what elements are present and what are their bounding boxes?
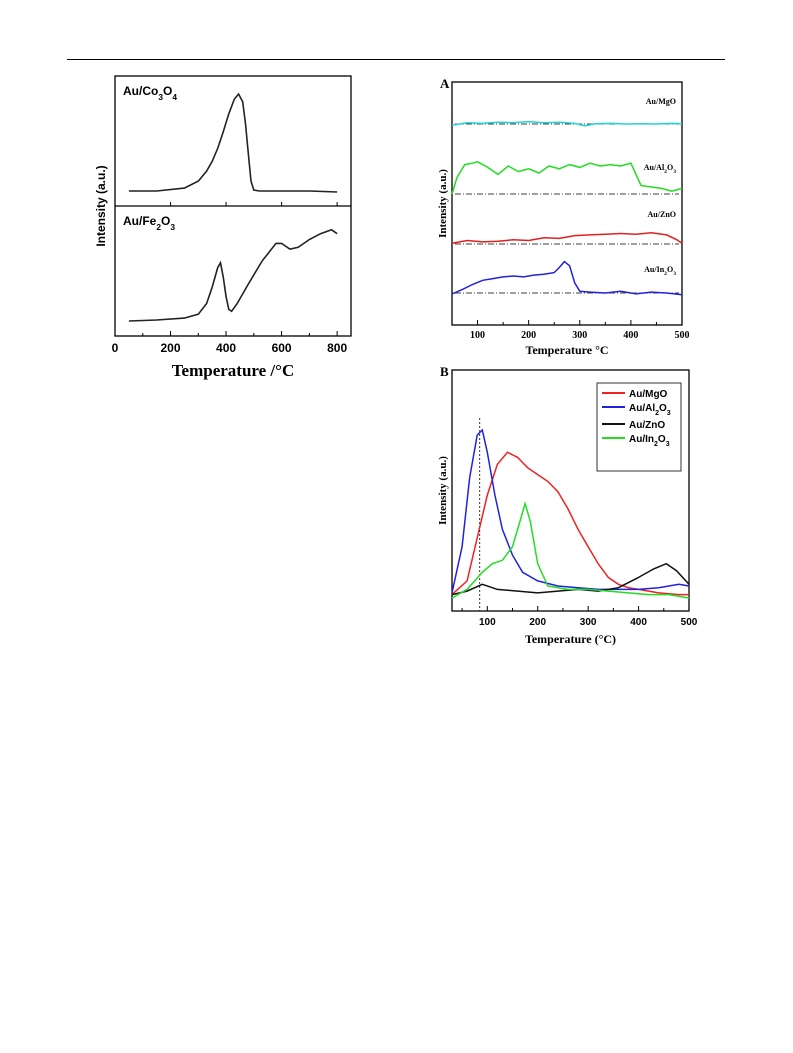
left-x-axis-label: Temperature /°C bbox=[172, 361, 294, 380]
panel-a-x-tick-label: 300 bbox=[572, 330, 587, 341]
panel-b-x-tick-label: 500 bbox=[681, 617, 698, 628]
left-x-tick-label: 200 bbox=[161, 341, 181, 355]
panel-b-legend-label: Au/ZnO bbox=[629, 420, 665, 431]
panel-a-x-tick-label: 100 bbox=[470, 330, 485, 341]
panel-a-series-label: Au/In2O3 bbox=[644, 265, 676, 277]
left-x-tick-label: 600 bbox=[272, 341, 292, 355]
left-series-line bbox=[128, 92, 338, 193]
panel-b-x-axis-label: Temperature (°C) bbox=[525, 632, 616, 646]
panel-b-legend-box bbox=[596, 382, 682, 472]
panel-a-series-line bbox=[451, 232, 683, 245]
left-x-tick-label: 400 bbox=[216, 341, 236, 355]
panel-b-x-tick-label: 300 bbox=[580, 617, 597, 628]
panel-a-series-label: Au/Al2O3 bbox=[644, 163, 676, 175]
panel-b-series-line bbox=[451, 428, 690, 594]
panel-a-x-tick-label: 500 bbox=[675, 330, 690, 341]
left-x-tick-label: 800 bbox=[327, 341, 347, 355]
panel-a-frame bbox=[451, 81, 683, 326]
left-y-axis-label: Intensity (a.u.) bbox=[94, 165, 108, 246]
panel-a-x-tick-label: 200 bbox=[521, 330, 536, 341]
panel-a-series-line bbox=[451, 120, 683, 127]
panel-b-legend-label: Au/In2O3 bbox=[629, 434, 670, 448]
panel-a-y-axis-label: Intensity (a.u.) bbox=[437, 169, 449, 238]
panel-a-series-line bbox=[451, 160, 683, 195]
panel-a-letter: A bbox=[440, 76, 450, 91]
panel-b-legend-label: Au/MgO bbox=[629, 389, 668, 400]
panel-a-series-label: Au/ZnO bbox=[648, 210, 676, 219]
panel-a-x-tick-label: 400 bbox=[623, 330, 638, 341]
panel-b-x-tick-label: 400 bbox=[630, 617, 647, 628]
panel-b-frame bbox=[451, 369, 690, 612]
page-header-rule bbox=[67, 59, 725, 60]
panel-b-series-line bbox=[451, 451, 689, 596]
panel-a-series-line bbox=[451, 260, 683, 296]
left-series-line bbox=[128, 228, 338, 322]
left-x-tick-label: 0 bbox=[112, 341, 119, 355]
panel-a-x-axis-label: Temperature °C bbox=[525, 343, 608, 357]
panel-b-letter: B bbox=[440, 364, 449, 379]
panel-b-y-axis-label: Intensity (a.u.) bbox=[437, 456, 449, 525]
left-panel-label: Au/Fe2O3 bbox=[123, 214, 175, 232]
panel-b-legend-label: Au/Al2O3 bbox=[629, 403, 671, 417]
panel-b-x-tick-label: 100 bbox=[479, 617, 496, 628]
left-panel-label: Au/Co3O4 bbox=[123, 84, 177, 102]
panel-a-series-label: Au/MgO bbox=[646, 97, 676, 106]
panel-b-x-tick-label: 200 bbox=[529, 617, 546, 628]
panel-b-series-line bbox=[451, 501, 690, 599]
